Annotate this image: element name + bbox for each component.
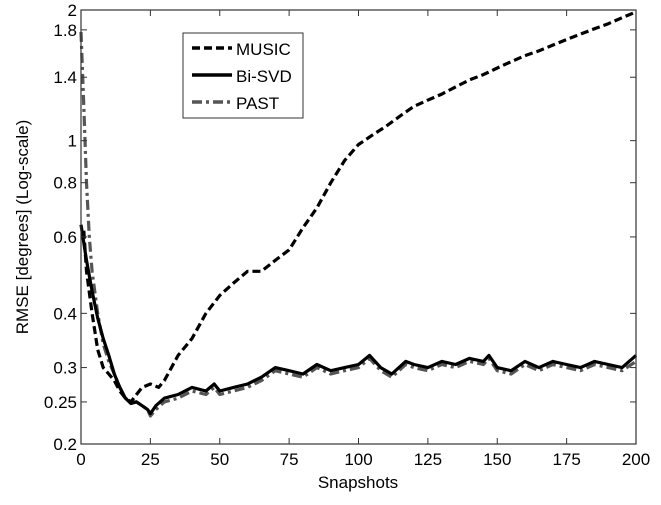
legend-label-past: PAST [236, 94, 279, 113]
x-axis-ticks: 0 25 50 75 100 125 150 175 200 [76, 10, 650, 469]
x-tick-label: 150 [483, 450, 511, 469]
x-tick-label: 75 [280, 450, 299, 469]
legend-label-bisvd: Bi-SVD [236, 67, 292, 86]
y-tick-label: 0.4 [53, 304, 77, 323]
y-tick-label: 0.3 [53, 359, 77, 378]
plot-curves [79, 10, 638, 418]
y-axis-ticks: 0.2 0.25 0.3 0.4 0.6 0.8 1 1.4 1.82 [44, 1, 636, 454]
y-tick-label: 0.2 [53, 435, 77, 454]
x-tick-label: 50 [210, 450, 229, 469]
y-tick-label: 0.6 [53, 228, 77, 247]
series-music [82, 10, 637, 404]
series-bi-svd [79, 224, 638, 416]
legend-label-music: MUSIC [236, 40, 291, 59]
legend: MUSIC Bi-SVD PAST [182, 32, 304, 119]
y-axis-label: RMSE [degrees] (Log-scale) [13, 120, 32, 334]
x-tick-label: 200 [622, 450, 650, 469]
x-axis-label: Snapshots [318, 473, 398, 492]
y-tick-label: 1.8 [53, 21, 77, 40]
y-tick-label: 0.8 [53, 174, 77, 193]
y-tick-label: 0.25 [44, 393, 77, 412]
x-tick-label: 125 [414, 450, 442, 469]
y-tick-label: 1 [68, 132, 77, 151]
y-tick-label: 1.4 [53, 68, 77, 87]
series-past [79, 31, 637, 418]
y-tick-label: 2 [68, 1, 77, 20]
x-tick-label: 0 [76, 450, 85, 469]
x-tick-label: 100 [344, 450, 372, 469]
x-tick-label: 25 [141, 450, 160, 469]
x-tick-label: 175 [552, 450, 580, 469]
